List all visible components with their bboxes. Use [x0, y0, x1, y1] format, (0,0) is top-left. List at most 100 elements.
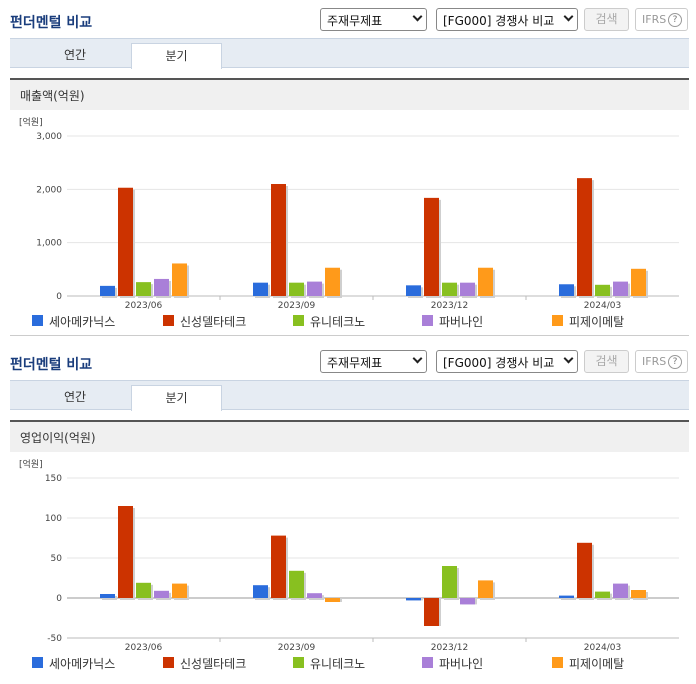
help-icon[interactable]: ?	[668, 355, 682, 369]
fundamental-panel-operating-profit: 펀더멘털 비교 주재무제표 [FG000] 경쟁사 비교 검색 IFRS ? 연…	[0, 342, 696, 684]
legend-swatch	[293, 657, 304, 668]
bar[interactable]	[307, 281, 322, 296]
bar[interactable]	[460, 598, 475, 605]
bar[interactable]	[559, 284, 574, 296]
unit-label: [억원]	[19, 458, 43, 470]
search-button[interactable]: 검색	[584, 350, 629, 373]
bar[interactable]	[172, 263, 187, 296]
peer-group-select-value: [FG000] 경쟁사 비교	[443, 356, 555, 370]
y-tick-label: 100	[45, 514, 62, 524]
period-tabs: 연간 분기	[10, 38, 689, 69]
tab-annual[interactable]: 연간	[63, 390, 87, 404]
bar[interactable]	[136, 282, 151, 296]
chart-subtitle: 영업이익(억원)	[10, 420, 689, 452]
legend-swatch	[163, 315, 174, 326]
operating-profit-bar-chart: [억원]150 100 50 0 -50 2023/06 2023/09 2023/12 202…	[19, 458, 679, 653]
bar[interactable]	[136, 582, 151, 598]
legend-swatch	[32, 315, 43, 326]
panel-header: 펀더멘털 비교 주재무제표 [FG000] 경쟁사 비교 검색 IFRS ?	[0, 342, 696, 380]
ifrs-label: IFRS	[642, 13, 667, 26]
bar[interactable]	[271, 184, 286, 296]
bar[interactable]	[289, 282, 304, 296]
fundamental-panel-revenue: 펀더멘털 비교 주재무제표 [FG000] 경쟁사 비교 검색 IFRS ? 연…	[0, 0, 696, 340]
bar[interactable]	[631, 268, 646, 296]
legend-swatch	[552, 657, 563, 668]
x-tick-label: 2023/12	[431, 301, 468, 311]
bar[interactable]	[559, 595, 574, 598]
bar[interactable]	[460, 282, 475, 296]
bar[interactable]	[289, 570, 304, 598]
bar[interactable]	[406, 285, 421, 296]
panel-title: 펀더멘털 비교	[10, 357, 93, 373]
bar[interactable]	[406, 598, 421, 601]
bar[interactable]	[100, 594, 115, 598]
panel-title: 펀더멘털 비교	[10, 15, 93, 31]
bar-shadow	[561, 597, 576, 600]
bar[interactable]	[577, 178, 592, 296]
x-tick-label: 2024/03	[584, 643, 621, 653]
chevron-down-icon	[563, 353, 574, 364]
y-tick-label: 1,000	[36, 239, 62, 249]
bar[interactable]	[307, 593, 322, 598]
legend-label: 피제이메탈	[569, 315, 625, 329]
x-tick-label: 2023/09	[278, 301, 316, 311]
bar[interactable]	[577, 542, 592, 598]
y-tick-label: 150	[45, 474, 62, 484]
bar[interactable]	[325, 598, 340, 602]
bar[interactable]	[424, 197, 439, 296]
unit-label: [억원]	[19, 116, 43, 128]
legend-label: 신성델타테크	[180, 657, 247, 671]
legend-label: 피제이메탈	[569, 657, 625, 671]
bar[interactable]	[595, 591, 610, 598]
statement-select-value: 주재무제표	[327, 356, 383, 370]
legend-swatch	[32, 657, 43, 668]
legend-label: 유니테크노	[310, 315, 366, 329]
y-tick-label: 0	[56, 292, 62, 302]
bar[interactable]	[154, 590, 169, 598]
bar[interactable]	[154, 278, 169, 296]
bar[interactable]	[100, 285, 115, 296]
panel-header: 펀더멘털 비교 주재무제표 [FG000] 경쟁사 비교 검색 IFRS ?	[0, 0, 696, 38]
bar[interactable]	[595, 284, 610, 296]
bar[interactable]	[478, 267, 493, 296]
bar[interactable]	[613, 583, 628, 598]
x-tick-label: 2023/06	[125, 301, 163, 311]
bar[interactable]	[631, 590, 646, 598]
x-tick-label: 2023/12	[431, 643, 468, 653]
bar[interactable]	[442, 566, 457, 598]
peer-group-select[interactable]: [FG000] 경쟁사 비교	[436, 350, 578, 373]
bar[interactable]	[613, 281, 628, 296]
tab-annual[interactable]: 연간	[63, 48, 87, 62]
bar[interactable]	[118, 187, 133, 296]
legend-swatch	[422, 657, 433, 668]
help-icon[interactable]: ?	[668, 13, 682, 27]
chart-legend: 세아메카닉스 신성델타테크 유니테크노 파버나인 피제이메탈	[32, 313, 682, 329]
bar[interactable]	[271, 535, 286, 598]
bar[interactable]	[253, 585, 268, 598]
bar[interactable]	[478, 580, 493, 598]
bar[interactable]	[172, 583, 187, 598]
bar[interactable]	[442, 282, 457, 296]
legend-swatch	[552, 315, 563, 326]
statement-select[interactable]: 주재무제표	[320, 350, 427, 373]
legend-label: 파버나인	[439, 657, 484, 671]
legend-label: 파버나인	[439, 315, 484, 329]
search-button[interactable]: 검색	[584, 8, 629, 31]
bar[interactable]	[253, 282, 268, 296]
tab-quarterly[interactable]: 분기	[131, 385, 222, 411]
bar[interactable]	[424, 598, 439, 626]
y-tick-label: 0	[56, 594, 62, 604]
bar[interactable]	[325, 267, 340, 296]
legend-swatch	[293, 315, 304, 326]
peer-group-select[interactable]: [FG000] 경쟁사 비교	[436, 8, 578, 31]
statement-select[interactable]: 주재무제표	[320, 8, 427, 31]
x-tick-label: 2023/06	[125, 643, 163, 653]
tab-quarterly[interactable]: 분기	[131, 43, 222, 69]
legend-label: 유니테크노	[310, 657, 366, 671]
period-tabs: 연간 분기	[10, 380, 689, 411]
x-tick-label: 2024/03	[584, 301, 621, 311]
ifrs-button[interactable]: IFRS ?	[635, 350, 688, 373]
bar[interactable]	[118, 506, 133, 598]
y-tick-label: 3,000	[36, 132, 62, 142]
ifrs-button[interactable]: IFRS ?	[635, 8, 688, 31]
